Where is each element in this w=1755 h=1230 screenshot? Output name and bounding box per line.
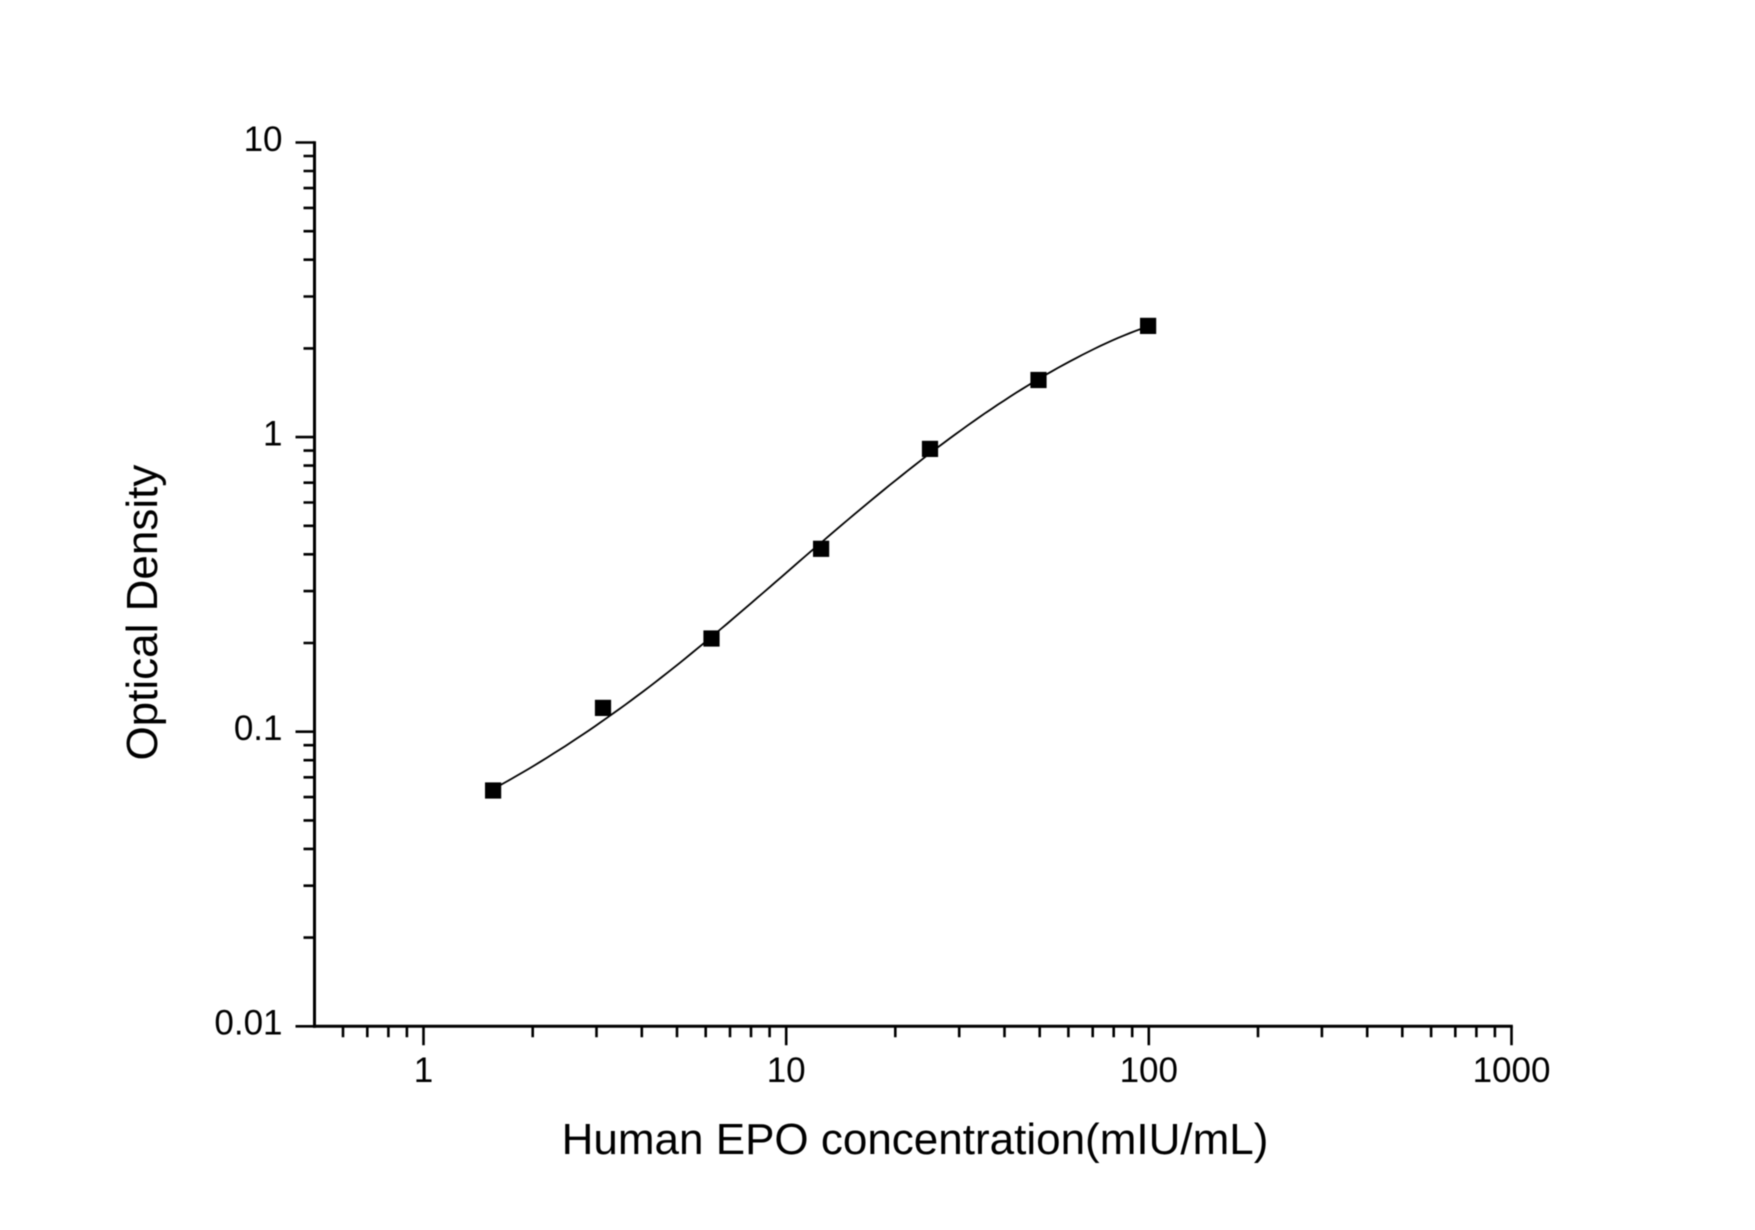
svg-text:100: 100 (1120, 1051, 1178, 1090)
svg-text:0.1: 0.1 (234, 709, 283, 748)
svg-text:1: 1 (414, 1051, 433, 1090)
svg-text:Human EPO concentration(mIU/mL: Human EPO concentration(mIU/mL) (562, 1115, 1269, 1164)
svg-text:1: 1 (263, 414, 282, 453)
svg-text:1000: 1000 (1473, 1051, 1551, 1090)
svg-text:Optical Density: Optical Density (118, 465, 167, 761)
svg-text:0.01: 0.01 (214, 1004, 282, 1043)
svg-text:10: 10 (767, 1051, 806, 1090)
svg-text:10: 10 (244, 120, 283, 159)
